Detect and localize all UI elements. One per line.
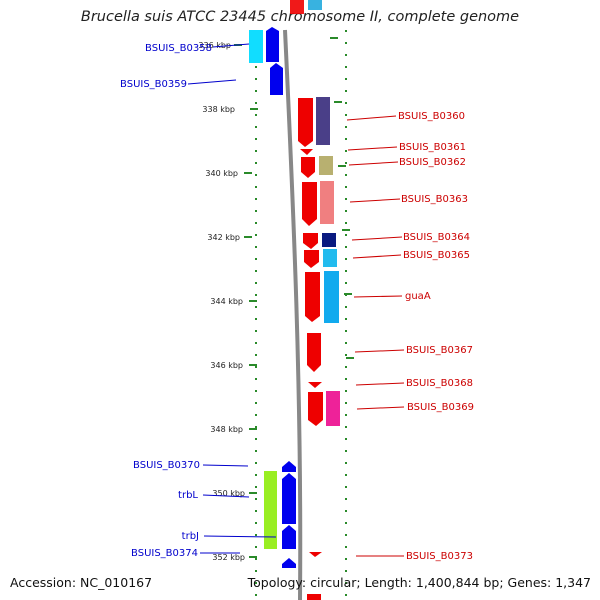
tick-label: 346 kbp [210, 361, 243, 370]
gene-label-guaA[interactable]: guaA [405, 291, 431, 302]
genome-summary: Topology: circular; Length: 1,400,844 bp… [247, 575, 591, 590]
gene-arrow-trbJ[interactable] [282, 525, 296, 549]
reverse-gene-labels: BSUIS_B0358 BSUIS_B0359 BSUIS_B0370 trbL… [120, 43, 277, 559]
gene-label-bsuis-b0368[interactable]: BSUIS_B0368 [406, 378, 473, 389]
gene-arrow-bsuis-b0374[interactable] [282, 558, 296, 568]
scale-tick: 338 kbp [202, 105, 258, 114]
scale-tick: 352 kbp [212, 553, 257, 562]
gene-ortholog-bsuis-b0362[interactable] [319, 156, 333, 175]
gene-ortholog-bsuis-b0365[interactable] [323, 249, 337, 267]
scale-tick: 348 kbp [210, 425, 257, 434]
gene-arrow-bsuis-b0364[interactable] [303, 233, 318, 249]
gene-arrow-bsuis-b0370[interactable] [282, 461, 296, 472]
gene-label-trbJ[interactable]: trbJ [182, 531, 199, 542]
map-title: Brucella suis ATCC 23445 chromosome II, … [80, 9, 520, 25]
reverse-genes [249, 27, 296, 568]
gene-ortholog-trbL[interactable] [264, 471, 277, 549]
gene-ortholog-bsuis-b0360[interactable] [316, 97, 330, 145]
gene-label-bsuis-b0363[interactable]: BSUIS_B0363 [401, 194, 468, 205]
chromosome-backbone [283, 29, 303, 600]
tick-label: 348 kbp [210, 425, 243, 434]
forward-gene-labels: BSUIS_B0360 BSUIS_B0361 BSUIS_B0362 BSUI… [346, 111, 474, 562]
gene-arrow-bsuis-b0373[interactable] [309, 552, 322, 557]
gene-arrow-bsuis-b0359[interactable] [270, 63, 283, 95]
gene-label-trbL[interactable]: trbL [178, 490, 198, 501]
gene-ortholog-bsuis-b0364[interactable] [322, 233, 336, 247]
gene-label-bsuis-b0364[interactable]: BSUIS_B0364 [403, 232, 470, 243]
gene-arrow-bsuis-b0362[interactable] [301, 157, 315, 178]
gene-label-bsuis-b0359[interactable]: BSUIS_B0359 [120, 79, 187, 90]
scale-tick: 346 kbp [210, 361, 257, 370]
scale-tick: 350 kbp [212, 489, 257, 498]
tick-label: 344 kbp [210, 297, 243, 306]
gene-label-bsuis-b0362[interactable]: BSUIS_B0362 [399, 157, 466, 168]
tick-label: 342 kbp [207, 233, 240, 242]
gene-label-bsuis-b0370[interactable]: BSUIS_B0370 [133, 460, 200, 471]
gene-label-bsuis-b0360[interactable]: BSUIS_B0360 [398, 111, 465, 122]
gene-arrow-bsuis-b0365[interactable] [304, 250, 319, 268]
gene-ortholog-bsuis-b0363[interactable] [320, 181, 334, 224]
gene-arrow-bsuis-b0360[interactable] [298, 98, 313, 147]
gene-ortholog-bsuis-b0369[interactable] [326, 391, 340, 426]
gene-label-bsuis-b0373[interactable]: BSUIS_B0373 [406, 551, 473, 562]
gene-arrow-bsuis-b0367[interactable] [307, 333, 321, 372]
forward-genes [298, 97, 340, 600]
gene-label-bsuis-b0361[interactable]: BSUIS_B0361 [399, 142, 466, 153]
tick-label: 336 kbp [198, 41, 231, 50]
scale-tick: 344 kbp [210, 297, 257, 306]
tick-label: 338 kbp [202, 105, 235, 114]
gene-arrow-bsuis-b0363[interactable] [302, 182, 317, 226]
gene-label-bsuis-b0365[interactable]: BSUIS_B0365 [403, 250, 470, 261]
gene-ortholog-guaA[interactable] [324, 271, 339, 323]
gene-label-bsuis-b0374[interactable]: BSUIS_B0374 [131, 548, 198, 559]
gene-arrow-trbL[interactable] [282, 473, 296, 524]
tick-label: 340 kbp [205, 169, 238, 178]
tick-label: 350 kbp [212, 489, 245, 498]
scale-tick: 342 kbp [207, 233, 252, 242]
scale-tick: 340 kbp [205, 169, 252, 178]
gene-ortholog-bsuis-b0358[interactable] [249, 30, 263, 63]
gene-arrow-bsuis-b0358[interactable] [266, 27, 279, 62]
gene-label-bsuis-b0358[interactable]: BSUIS_B0358 [145, 43, 212, 54]
gene-arrow-bsuis-b0361[interactable] [300, 149, 313, 155]
scale-ticks: 336 kbp 338 kbp 340 kbp 342 kbp 344 kbp … [198, 37, 354, 562]
accession-text: Accession: NC_010167 [10, 575, 153, 590]
gene-arrow-guaA[interactable] [305, 272, 320, 322]
tick-label: 352 kbp [212, 553, 245, 562]
gene-label-bsuis-b0367[interactable]: BSUIS_B0367 [406, 345, 473, 356]
gene-label-bsuis-b0369[interactable]: BSUIS_B0369 [407, 402, 474, 413]
gene-arrow-bsuis-b0369[interactable] [308, 392, 323, 426]
gene-arrow-bsuis-b0368[interactable] [308, 382, 322, 388]
